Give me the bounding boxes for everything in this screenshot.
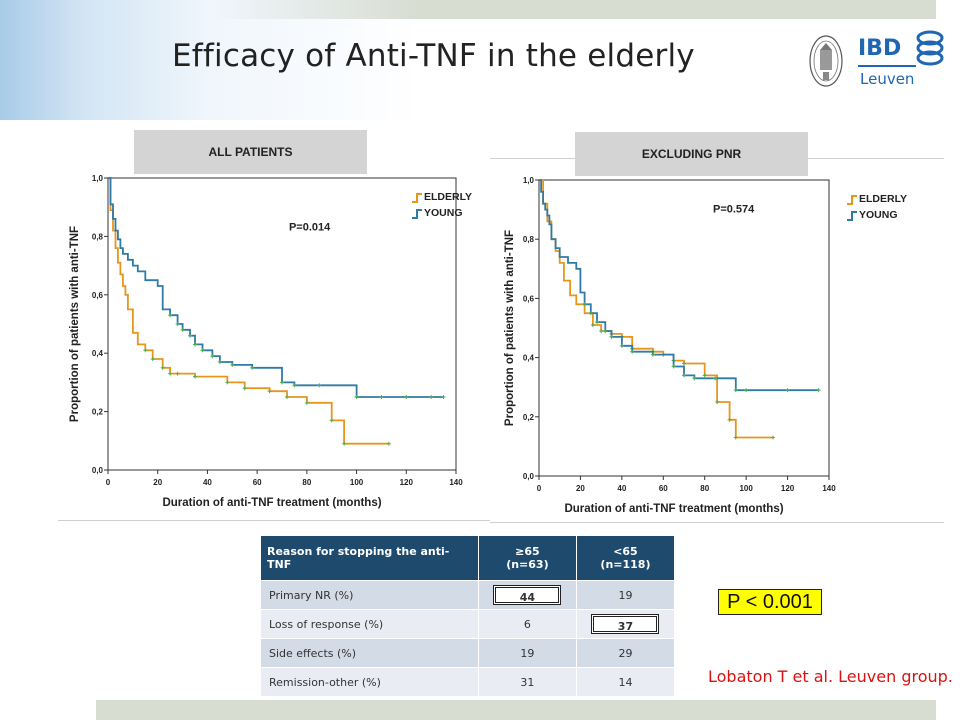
y-tick-label: 1,0 xyxy=(92,174,104,183)
header-young-line1: <65 xyxy=(613,545,638,558)
table-header-row: Reason for stopping the anti-TNF ≥65 (n=6… xyxy=(261,536,676,581)
y-tick-label: 0,2 xyxy=(92,408,104,417)
panel-header-excluding-pnr: EXCLUDING PNR xyxy=(575,132,808,176)
table-row: Primary NR (%) 44 19 xyxy=(261,580,676,610)
legend-swatch-young xyxy=(412,209,422,219)
row-young-value: 19 xyxy=(576,580,676,610)
table-row: Side effects (%) 19 29 xyxy=(261,638,676,668)
reasons-table: Reason for stopping the anti-TNF ≥65 (n=6… xyxy=(261,536,676,696)
y-tick-label: 0,0 xyxy=(92,466,104,475)
y-axis-label: Proportion of patients with anti-TNF xyxy=(69,226,81,422)
left-panel-divider xyxy=(58,520,490,521)
series-line-young xyxy=(108,177,444,398)
header-reason-text: Reason for stopping the anti-TNF xyxy=(267,545,450,571)
x-axis-label: Duration of anti-TNF treatment (months) xyxy=(564,503,783,515)
x-tick-label: 0 xyxy=(106,478,111,487)
title-glow-decor xyxy=(0,0,420,120)
row-elderly-value: 6 xyxy=(478,609,577,639)
header-young-line2: (n=118) xyxy=(600,558,651,571)
row-elderly-value: 31 xyxy=(478,667,577,696)
highlighted-value: 37 xyxy=(591,614,660,634)
x-tick-label: 140 xyxy=(449,478,463,487)
row-reason: Primary NR (%) xyxy=(261,580,479,610)
row-young-value: 14 xyxy=(576,667,676,696)
header-reason: Reason for stopping the anti-TNF xyxy=(261,536,479,581)
x-tick-label: 80 xyxy=(302,478,311,487)
row-young-value: 37 xyxy=(576,609,676,639)
p-value-annotation: P=0.574 xyxy=(713,204,755,216)
y-tick-label: 0,6 xyxy=(92,291,104,300)
legend-label-elderly: ELDERLY xyxy=(424,191,472,203)
x-tick-label: 0 xyxy=(537,484,542,493)
row-elderly-value: 44 xyxy=(478,580,577,610)
p-value-box: P < 0.001 xyxy=(718,589,822,615)
y-tick-label: 0,0 xyxy=(523,472,535,481)
y-tick-label: 0,4 xyxy=(92,349,104,358)
p-value-annotation: P=0.014 xyxy=(289,222,331,234)
header-elderly-line1: ≥65 xyxy=(515,545,540,558)
header-elderly: ≥65 (n=63) xyxy=(478,536,577,581)
x-tick-label: 60 xyxy=(253,478,262,487)
row-reason: Remission-other (%) xyxy=(261,667,479,696)
x-tick-label: 40 xyxy=(203,478,212,487)
x-tick-label: 40 xyxy=(617,484,626,493)
header-elderly-line2: (n=63) xyxy=(506,558,549,571)
logo-underline xyxy=(858,65,916,67)
row-reason: Loss of response (%) xyxy=(261,609,479,639)
university-seal-icon xyxy=(809,35,843,87)
legend-label-young: YOUNG xyxy=(424,207,463,219)
plot-area xyxy=(107,177,457,471)
row-young-value: 29 xyxy=(576,638,676,668)
reference-text: Lobaton T et al. Leuven group. xyxy=(708,667,953,686)
legend-swatch-young xyxy=(847,211,857,221)
legend-swatch-elderly xyxy=(847,195,857,205)
x-tick-label: 100 xyxy=(350,478,364,487)
x-axis-label: Duration of anti-TNF treatment (months) xyxy=(162,497,381,509)
series-line-young xyxy=(539,179,819,392)
x-tick-label: 120 xyxy=(781,484,795,493)
legend-label-young: YOUNG xyxy=(859,209,898,221)
km-chart-all-patients: 0 20 40 60 80 100 120 140 0,0 0,2 0,4 0,6 0,8 1,0 Dura… xyxy=(69,174,472,509)
intestine-logo-icon xyxy=(916,30,944,66)
slide-title: Efficacy of Anti-TNF in the elderly xyxy=(172,38,695,74)
bottom-decor-bar xyxy=(96,700,936,720)
y-tick-label: 0,2 xyxy=(523,413,535,422)
legend-label-elderly: ELDERLY xyxy=(859,193,907,205)
x-tick-label: 100 xyxy=(739,484,753,493)
row-elderly-value: 19 xyxy=(478,638,577,668)
series-line-elderly xyxy=(108,177,389,445)
x-tick-label: 20 xyxy=(576,484,585,493)
x-tick-label: 20 xyxy=(153,478,162,487)
y-tick-label: 0,6 xyxy=(523,294,535,303)
legend-swatch-elderly xyxy=(412,193,422,203)
km-chart-excluding-pnr: 0 20 40 60 80 100 120 140 0,0 0,2 0,4 0,6 0,8 1,0 Dura… xyxy=(504,176,907,515)
x-tick-label: 80 xyxy=(700,484,709,493)
table-row: Remission-other (%) 31 14 xyxy=(261,667,676,696)
x-tick-label: 120 xyxy=(400,478,414,487)
plot-area xyxy=(538,179,830,477)
ibd-logo-text: IBD xyxy=(858,36,902,61)
y-tick-label: 0,4 xyxy=(523,354,535,363)
table-row: Loss of response (%) 6 37 xyxy=(261,609,676,639)
y-tick-label: 0,8 xyxy=(92,232,104,241)
y-tick-label: 1,0 xyxy=(523,176,535,185)
logo-city-text: Leuven xyxy=(860,70,915,88)
panel-header-all-patients: ALL PATIENTS xyxy=(134,130,367,174)
x-tick-label: 60 xyxy=(659,484,668,493)
highlighted-value: 44 xyxy=(493,585,562,605)
header-young: <65 (n=118) xyxy=(576,536,676,581)
y-axis-label: Proportion of patients with anti-TNF xyxy=(504,230,516,426)
x-tick-label: 140 xyxy=(822,484,836,493)
right-panel-divider xyxy=(490,522,944,523)
row-reason: Side effects (%) xyxy=(261,638,479,668)
y-tick-label: 0,8 xyxy=(523,235,535,244)
